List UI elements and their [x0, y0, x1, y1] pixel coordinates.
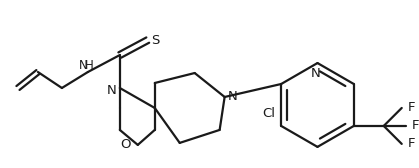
Text: N: N	[78, 58, 87, 72]
Text: O: O	[121, 138, 131, 151]
Text: N: N	[228, 91, 238, 103]
Text: N: N	[107, 85, 117, 97]
Text: S: S	[152, 34, 160, 47]
Text: Cl: Cl	[263, 108, 276, 120]
Text: N: N	[310, 67, 321, 79]
Text: F: F	[408, 137, 416, 150]
Text: H: H	[85, 58, 93, 72]
Text: F: F	[408, 101, 416, 114]
Text: F: F	[412, 119, 419, 132]
